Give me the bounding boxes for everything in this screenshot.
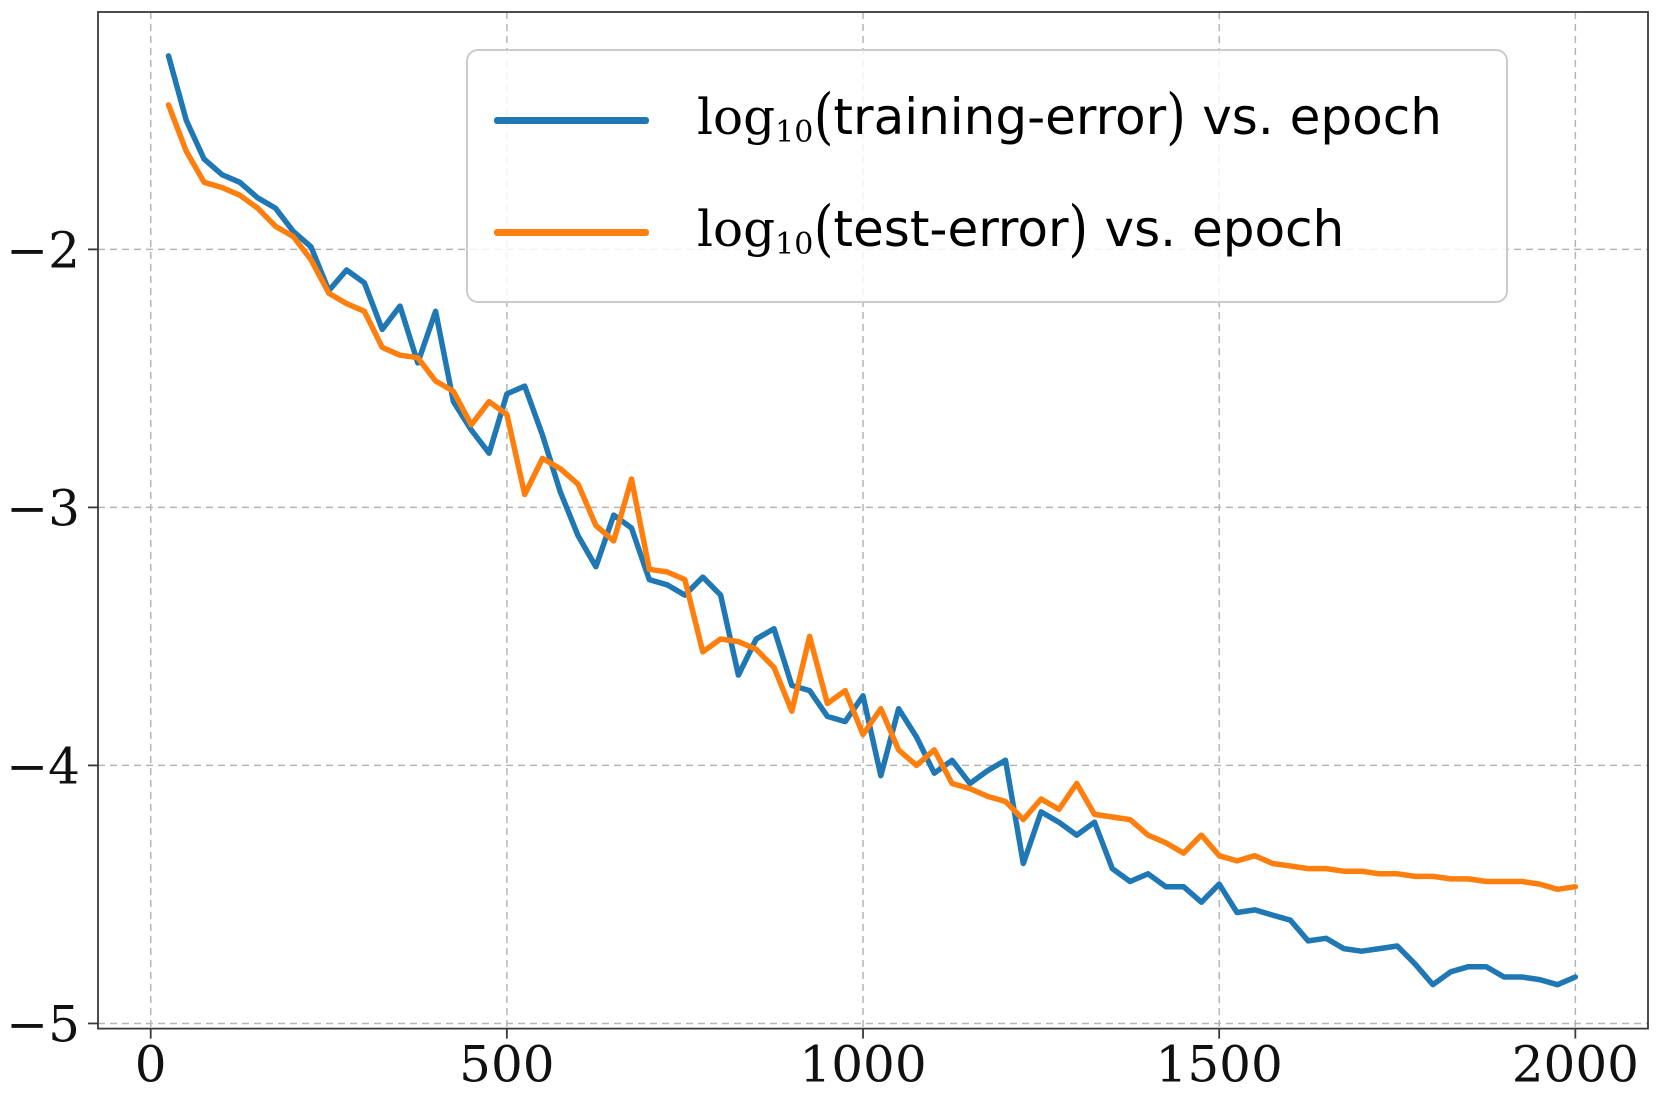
legend-label-training: log10(training-error) vs. epoch xyxy=(697,86,1442,151)
legend-label-test: log10(test-error) vs. epoch xyxy=(697,198,1344,263)
legend-vs-epoch-text: vs. epoch xyxy=(1104,199,1345,258)
legend: log10(training-error) vs. epoch log10(tes… xyxy=(466,49,1508,303)
x-tick-label-1500: 1500 xyxy=(1156,1035,1283,1093)
test-error-line xyxy=(165,102,1579,893)
x-tick-label-2000: 2000 xyxy=(1512,1035,1639,1093)
y-tick-label--3: −3 xyxy=(6,479,80,537)
legend-line-swatch-training xyxy=(494,116,649,124)
training-error-line xyxy=(165,53,1579,988)
legend-entry-training-error: log10(training-error) vs. epoch xyxy=(494,79,1506,161)
y-tick-label--4: −4 xyxy=(6,737,80,795)
axes-spines xyxy=(97,11,1649,1030)
legend-log-subscript: 10 xyxy=(775,227,814,263)
legend-vs-epoch-text: vs. epoch xyxy=(1202,87,1442,146)
legend-line-swatch-test xyxy=(494,228,649,236)
y-tick-label--5: −5 xyxy=(6,995,80,1053)
legend-log-text: log xyxy=(697,87,776,146)
legend-log-text: log xyxy=(697,199,776,258)
legend-close-paren: ) xyxy=(1166,80,1186,152)
legend-series-name: test-error xyxy=(833,199,1069,258)
x-tick-label-500: 500 xyxy=(459,1035,554,1093)
legend-close-paren: ) xyxy=(1068,192,1089,264)
legend-log-subscript: 10 xyxy=(775,115,814,151)
x-tick-label-1000: 1000 xyxy=(799,1035,926,1093)
legend-open-paren: ( xyxy=(813,192,834,264)
y-tick-label--2: −2 xyxy=(6,221,80,279)
legend-open-paren: ( xyxy=(813,80,834,152)
legend-entry-test-error: log10(test-error) vs. epoch xyxy=(494,191,1506,273)
x-tick-label-0: 0 xyxy=(135,1035,167,1093)
legend-series-name: training-error xyxy=(833,87,1167,146)
